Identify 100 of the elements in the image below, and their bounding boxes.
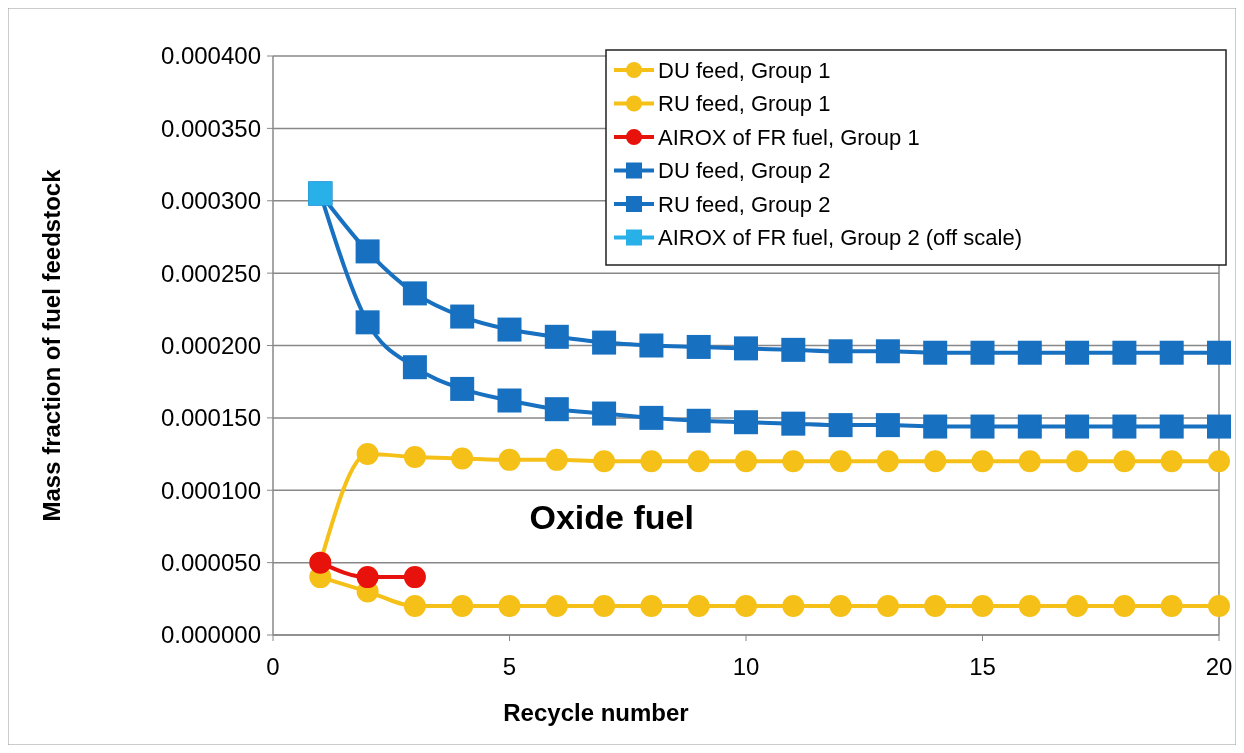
point <box>735 450 757 473</box>
point <box>544 324 569 349</box>
point <box>782 595 805 618</box>
point <box>828 339 853 364</box>
point <box>640 450 663 473</box>
point <box>781 411 806 436</box>
point <box>1159 340 1184 365</box>
point <box>1159 414 1184 439</box>
point <box>971 595 994 618</box>
point <box>403 566 426 589</box>
point <box>592 401 617 426</box>
y-tick-label: 0.000150 <box>160 404 261 432</box>
x-tick-label: 5 <box>502 653 517 680</box>
point <box>1018 595 1041 618</box>
point <box>828 413 853 438</box>
point <box>970 414 995 439</box>
point <box>451 595 474 618</box>
x-tick-label: 0 <box>266 653 280 680</box>
point <box>1160 595 1183 618</box>
point <box>876 595 899 618</box>
point <box>592 330 617 355</box>
x-tick-label: 10 <box>732 653 760 680</box>
point <box>686 408 711 433</box>
point <box>734 336 758 361</box>
point <box>403 445 426 468</box>
point <box>1112 340 1137 365</box>
point <box>544 397 569 422</box>
point <box>971 450 994 473</box>
point <box>356 566 379 589</box>
point <box>1113 595 1136 618</box>
point <box>497 388 522 413</box>
point <box>687 595 710 618</box>
point <box>639 405 664 430</box>
y-tick-label: 0.000000 <box>160 621 261 649</box>
point <box>356 443 379 466</box>
point <box>1066 450 1089 473</box>
point <box>924 595 947 618</box>
point <box>498 448 521 471</box>
y-axis-title: Mass fraction of fuel feedstock <box>38 168 65 522</box>
point <box>686 334 711 359</box>
legend-label: DU feed, Group 1 <box>658 57 831 83</box>
y-tick-label: 0.000250 <box>160 259 261 287</box>
point <box>1160 450 1183 473</box>
point <box>1207 414 1231 439</box>
point <box>923 414 948 439</box>
point <box>1113 450 1136 473</box>
point <box>498 595 521 618</box>
y-tick-label: 0.000200 <box>160 331 261 359</box>
point <box>1208 595 1230 618</box>
point <box>450 376 475 401</box>
point <box>402 281 427 306</box>
point <box>1207 340 1231 365</box>
x-axis-title: Recycle number <box>503 699 689 726</box>
point <box>875 339 900 364</box>
point <box>1208 450 1230 473</box>
point <box>640 595 663 618</box>
y-tick-label: 0.000400 <box>160 42 261 70</box>
x-tick-label: 20 <box>1205 653 1233 680</box>
point <box>1112 414 1137 439</box>
point <box>735 595 757 618</box>
point <box>970 340 995 365</box>
point <box>451 447 474 470</box>
y-tick-label: 0.000350 <box>160 114 261 142</box>
point <box>1065 414 1090 439</box>
point <box>924 450 947 473</box>
point <box>1066 595 1089 618</box>
point <box>402 355 427 380</box>
point <box>687 450 710 473</box>
y-tick-label: 0.000050 <box>160 549 261 577</box>
point <box>593 595 616 618</box>
point <box>355 239 380 264</box>
x-tick-label: 15 <box>969 653 996 680</box>
legend-label: RU feed, Group 2 <box>658 191 831 217</box>
point <box>781 337 806 362</box>
point <box>1017 414 1042 439</box>
point <box>829 450 852 473</box>
point <box>450 304 475 329</box>
annotation: Oxide fuel <box>529 498 694 537</box>
point <box>734 410 758 435</box>
point <box>876 450 899 473</box>
legend-label: DU feed, Group 2 <box>658 158 831 184</box>
point <box>923 340 948 365</box>
point <box>829 595 852 618</box>
y-tick-label: 0.000300 <box>160 187 261 215</box>
point <box>497 317 522 342</box>
point <box>782 450 805 473</box>
point <box>1017 340 1042 365</box>
y-tick-label: 0.000100 <box>160 476 261 504</box>
point <box>403 595 426 618</box>
point <box>639 333 664 358</box>
point <box>593 450 616 473</box>
legend-label: RU feed, Group 1 <box>658 91 831 117</box>
point <box>355 310 380 335</box>
legend-label: AIROX of FR fuel, Group 2 (off scale) <box>658 225 1022 251</box>
legend-label: AIROX of FR fuel, Group 1 <box>658 124 920 150</box>
point <box>545 448 568 471</box>
point <box>875 413 900 438</box>
point <box>1018 450 1041 473</box>
point <box>1065 340 1090 365</box>
point <box>545 595 568 618</box>
